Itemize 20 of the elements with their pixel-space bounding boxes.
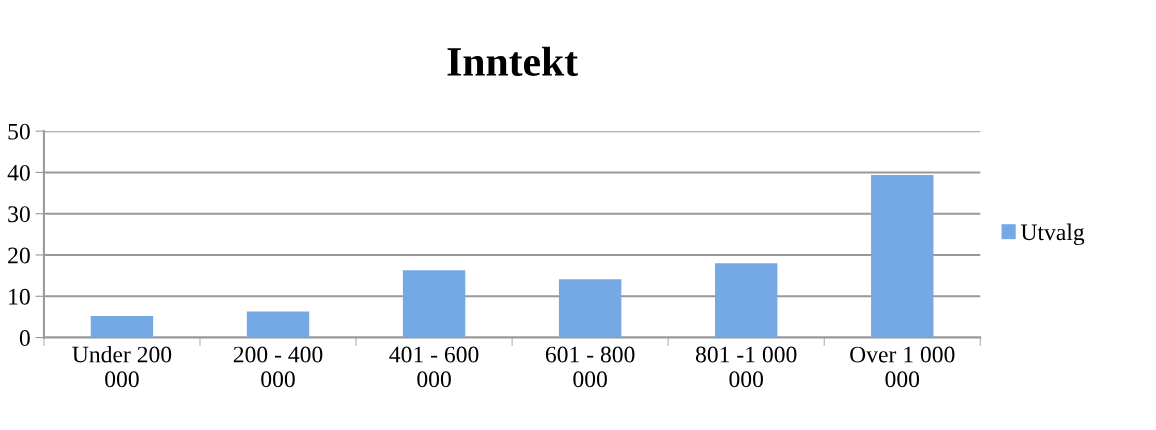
x-tick-label: Over 1 000 000 <box>850 346 955 388</box>
y-tick-label: 50 <box>8 123 30 140</box>
x-tick-label: Under 200 000 <box>72 345 172 388</box>
y-tick-label: 10 <box>9 288 30 305</box>
bar <box>402 270 466 338</box>
x-tick-label: 801 -1 000 000 <box>695 346 797 388</box>
y-tick-label: 20 <box>8 247 30 264</box>
legend-label: Utvalg <box>1020 223 1085 246</box>
x-tick-label: 200 - 400 000 <box>233 346 323 388</box>
bar <box>714 263 778 338</box>
x-tick-label: 601 - 800 000 <box>545 346 635 388</box>
bar <box>246 311 310 338</box>
y-tick-label: 0 <box>19 330 30 346</box>
bar <box>90 316 154 338</box>
y-tick-label: 30 <box>8 206 30 223</box>
x-tick-label: 401 - 600 000 <box>389 346 479 388</box>
chart-title: Inntekt <box>447 46 578 76</box>
y-tick-label: 40 <box>7 164 30 181</box>
bar <box>871 174 934 338</box>
bar <box>558 279 622 338</box>
